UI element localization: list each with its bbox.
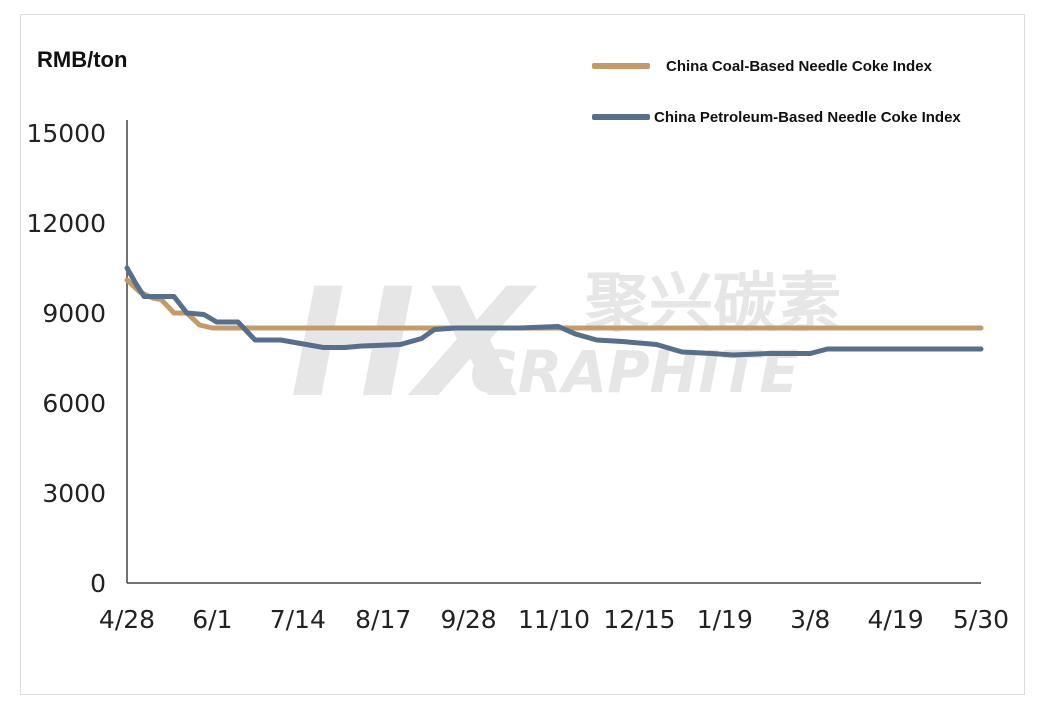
watermark-english: GRAPHITE [470, 338, 799, 406]
x-tick-label: 11/10 [518, 605, 590, 634]
series-line-coal [124, 277, 984, 331]
x-tick-label: 7/14 [270, 605, 326, 634]
y-axis-label: RMB/ton [37, 47, 128, 72]
x-axis-ticks: 4/28 6/1 7/14 8/17 9/28 11/10 12/15 1/19 3/8 4/19… [99, 605, 1009, 634]
x-tick-label: 6/1 [192, 605, 232, 634]
legend-item-coal: China Coal-Based Needle Coke Index [592, 56, 932, 76]
y-tick-label: 6000 [42, 389, 106, 418]
y-axis-ticks: 15000 12000 9000 6000 3000 0 [26, 119, 106, 598]
legend-item-petroleum: China Petroleum-Based Needle Coke Index [592, 107, 961, 127]
y-tick-label: 12000 [26, 209, 106, 238]
x-tick-label: 1/19 [697, 605, 753, 634]
x-tick-label: 4/28 [99, 605, 155, 634]
y-tick-label: 9000 [42, 299, 106, 328]
legend-label-coal: China Coal-Based Needle Coke Index [666, 57, 932, 75]
y-tick-label: 3000 [42, 479, 106, 508]
series-lines [124, 265, 984, 358]
watermark-logo-mark: HX [290, 257, 538, 431]
axes [126, 120, 981, 584]
legend-label-petroleum: China Petroleum-Based Needle Coke Index [654, 108, 961, 126]
x-tick-label: 5/30 [953, 605, 1009, 634]
x-tick-label: 9/28 [441, 605, 497, 634]
x-tick-label: 4/19 [868, 605, 924, 634]
x-tick-label: 3/8 [790, 605, 830, 634]
legend-swatch-petroleum [592, 114, 650, 120]
y-tick-label: 0 [90, 569, 106, 598]
y-tick-label: 15000 [26, 119, 106, 148]
x-tick-label: 12/15 [603, 605, 675, 634]
series-line-petroleum [124, 265, 984, 358]
chart-frame [20, 14, 1025, 695]
x-tick-label: 8/17 [355, 605, 411, 634]
legend-swatch-coal [592, 63, 650, 69]
